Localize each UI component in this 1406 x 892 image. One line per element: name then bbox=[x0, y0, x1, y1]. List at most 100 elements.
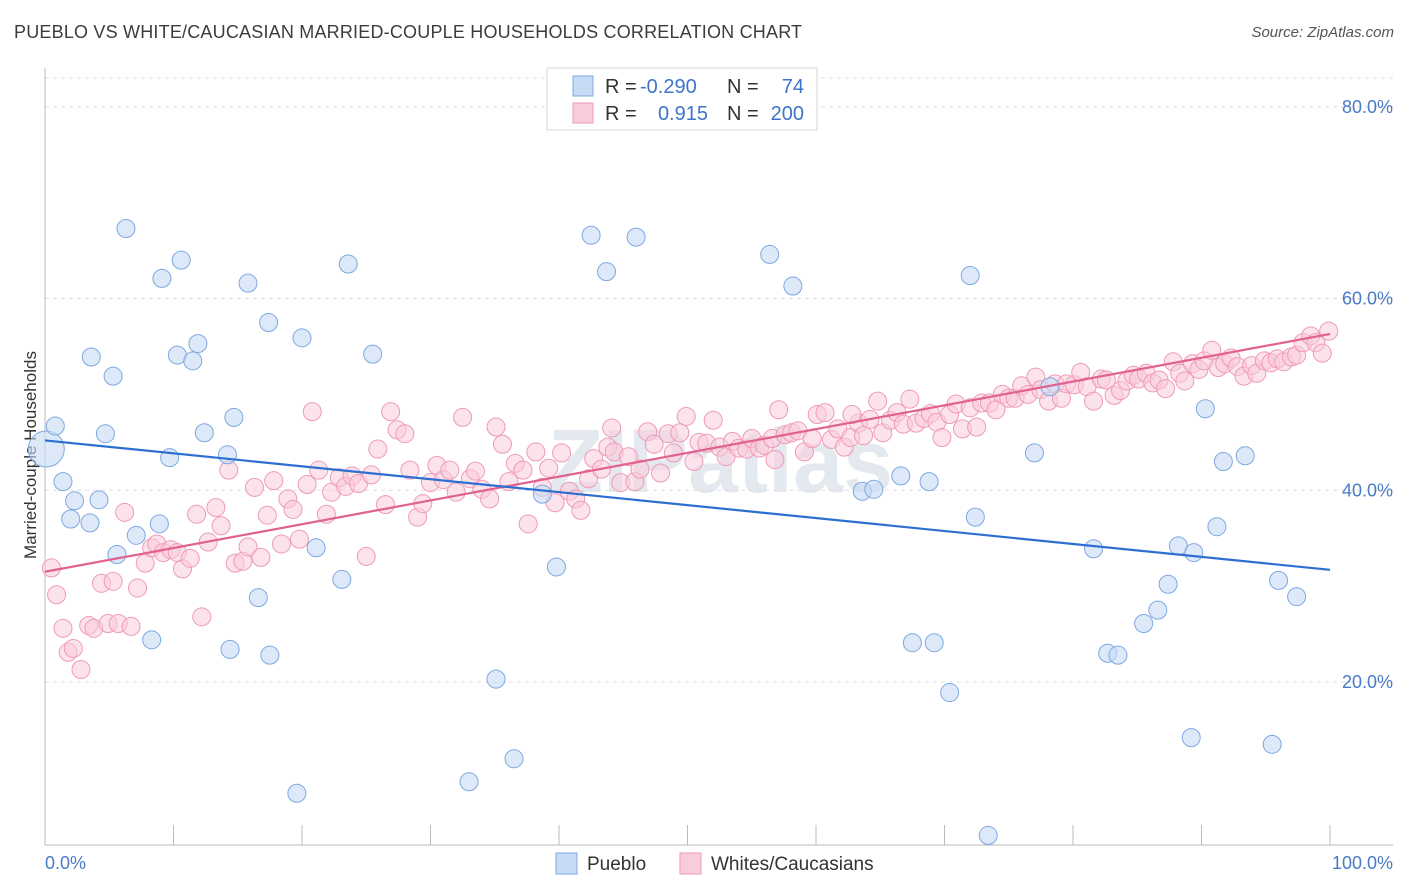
pueblo-point bbox=[332, 569, 352, 589]
pueblo-point bbox=[65, 491, 85, 511]
y-tick-labels: 20.0% 40.0% 60.0% 80.0% bbox=[1342, 97, 1393, 692]
pueblo-point bbox=[1235, 446, 1255, 466]
white-point bbox=[47, 585, 67, 605]
pueblo-point bbox=[220, 639, 240, 659]
white-points bbox=[41, 321, 1339, 680]
white-point bbox=[271, 534, 291, 554]
pueblo-point bbox=[1213, 452, 1233, 471]
pueblo-point bbox=[1207, 517, 1227, 537]
white-point bbox=[618, 447, 638, 467]
stats-legend: R = -0.290 N = 74 R = 0.915 N = 200 bbox=[546, 67, 818, 131]
pueblo-trend-line bbox=[44, 439, 1331, 571]
white-point bbox=[802, 428, 822, 448]
y-tick-label: 80.0% bbox=[1342, 97, 1393, 117]
white-point bbox=[644, 434, 664, 454]
pueblo-point bbox=[194, 423, 214, 443]
pueblo-point bbox=[142, 630, 162, 650]
pueblo-points bbox=[27, 219, 1307, 845]
pueblo-point bbox=[760, 244, 780, 264]
white-point bbox=[967, 417, 987, 437]
white-trend-line bbox=[44, 332, 1331, 573]
pueblo-point bbox=[95, 424, 115, 444]
pueblo-point bbox=[891, 466, 911, 486]
white-point bbox=[395, 424, 415, 444]
white-point bbox=[1312, 343, 1332, 363]
white-point bbox=[206, 498, 226, 518]
white-point bbox=[663, 443, 683, 463]
pueblo-point bbox=[1262, 734, 1282, 754]
white-point bbox=[41, 558, 61, 578]
white-point bbox=[71, 660, 91, 680]
pueblo-point bbox=[81, 347, 101, 367]
white-point bbox=[187, 504, 207, 524]
white-point bbox=[630, 459, 650, 479]
white-point bbox=[297, 475, 317, 495]
pueblo-point bbox=[940, 683, 960, 703]
white-point bbox=[446, 482, 466, 502]
pueblo-point bbox=[260, 645, 280, 665]
pueblo-point bbox=[188, 334, 208, 354]
white-point bbox=[676, 406, 696, 426]
pueblo-point bbox=[864, 479, 884, 499]
white-point bbox=[480, 489, 500, 509]
pueblo-point bbox=[107, 544, 127, 564]
pueblo-point bbox=[1287, 587, 1307, 607]
trend-lines bbox=[44, 332, 1331, 573]
white-point bbox=[815, 403, 835, 423]
white-point bbox=[492, 434, 512, 454]
white-point bbox=[257, 505, 277, 525]
pueblo-point bbox=[1024, 443, 1044, 463]
source-label: Source: ZipAtlas.com bbox=[1251, 24, 1394, 41]
legend-r-value: 0.915 bbox=[658, 103, 708, 125]
pueblo-point bbox=[1158, 574, 1178, 594]
pueblo-point bbox=[152, 268, 172, 288]
white-point bbox=[453, 407, 473, 427]
pueblo-point bbox=[224, 407, 244, 427]
white-point bbox=[579, 469, 599, 489]
white-point bbox=[440, 460, 460, 480]
white-point bbox=[486, 417, 506, 437]
white-point bbox=[400, 460, 420, 480]
pueblo-point bbox=[80, 513, 100, 533]
y-tick-label: 40.0% bbox=[1342, 480, 1393, 500]
white-point bbox=[868, 391, 888, 411]
pueblo-point bbox=[581, 225, 601, 245]
x-tick-labels: 0.0% 100.0% bbox=[45, 853, 1393, 873]
white-point bbox=[765, 450, 785, 470]
pueblo-point bbox=[1108, 645, 1128, 665]
pueblo-point bbox=[1134, 614, 1154, 634]
pueblo-point bbox=[338, 254, 358, 274]
white-legend-label: Whites/Caucasians bbox=[711, 854, 874, 875]
legend-n-label: N = bbox=[727, 76, 759, 98]
pueblo-point bbox=[919, 472, 939, 492]
pueblo-point bbox=[248, 588, 268, 608]
white-point bbox=[128, 578, 148, 598]
white-point bbox=[1319, 321, 1339, 341]
pueblo-point bbox=[783, 276, 803, 296]
white-point bbox=[264, 471, 284, 491]
legend-r-value: -0.290 bbox=[640, 76, 697, 98]
pueblo-point bbox=[126, 525, 146, 545]
pueblo-point bbox=[597, 262, 617, 282]
pueblo-legend-swatch bbox=[555, 852, 578, 875]
white-point bbox=[854, 426, 874, 446]
pueblo-point bbox=[103, 366, 123, 386]
white-point bbox=[900, 389, 920, 409]
pueblo-point bbox=[89, 490, 109, 510]
pueblo-point bbox=[292, 328, 312, 348]
pueblo-point bbox=[978, 825, 998, 845]
x-tick-label: 100.0% bbox=[1332, 853, 1393, 873]
white-point bbox=[1156, 379, 1176, 399]
white-point bbox=[684, 452, 704, 471]
white-point bbox=[283, 499, 303, 519]
white-point bbox=[769, 400, 789, 420]
white-point bbox=[251, 547, 271, 567]
y-tick-label: 20.0% bbox=[1342, 672, 1393, 692]
pueblo-point bbox=[116, 219, 136, 239]
x-tick-label: 0.0% bbox=[45, 853, 86, 873]
y-tick-label: 60.0% bbox=[1342, 289, 1393, 309]
pueblo-point bbox=[532, 484, 552, 504]
white-point bbox=[289, 529, 309, 549]
pueblo-point bbox=[363, 344, 383, 364]
